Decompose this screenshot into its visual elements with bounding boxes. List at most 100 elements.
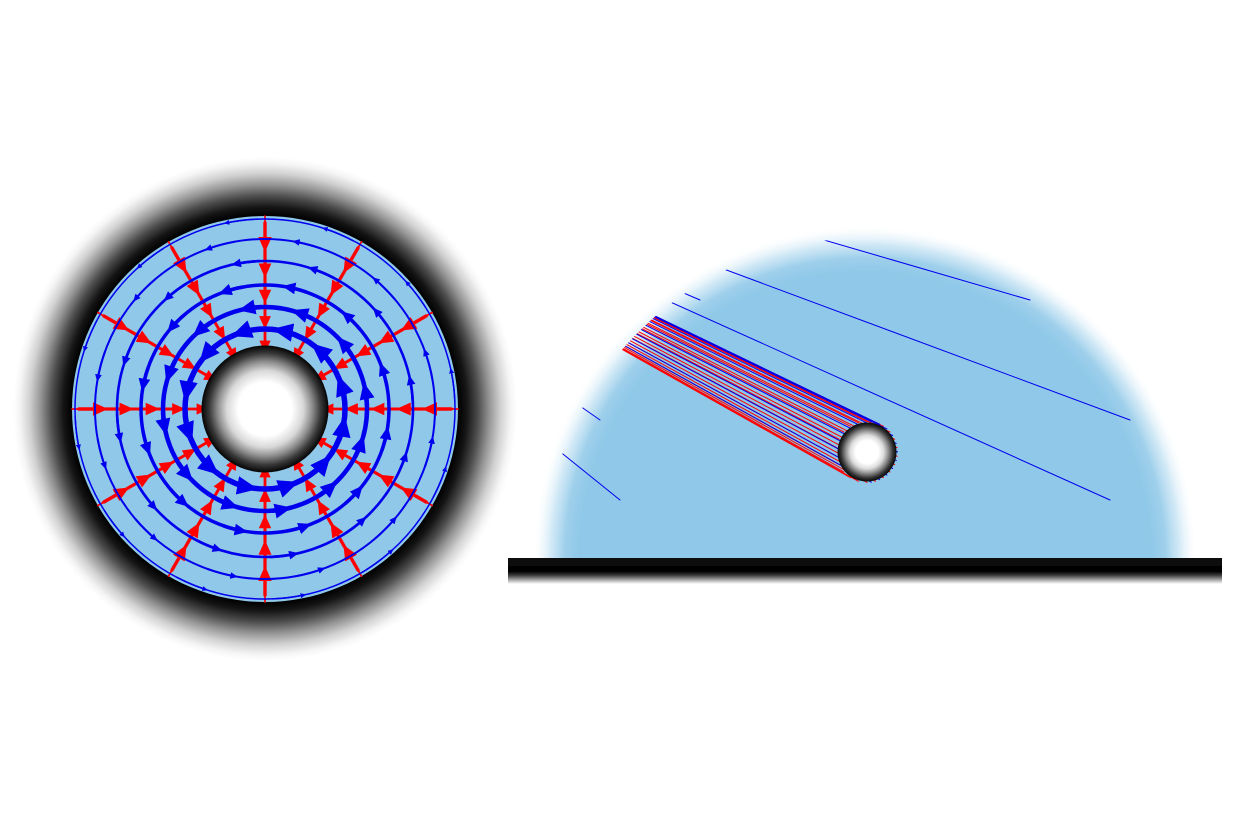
equipotential-arrow xyxy=(276,480,299,498)
equipotential-arrow xyxy=(406,375,416,404)
equipotential-arrow xyxy=(176,576,208,591)
equipotential-arrow xyxy=(372,307,392,331)
equipotential-arrow xyxy=(332,416,351,439)
equipotential-arrow xyxy=(138,366,151,392)
field-arrow-segment xyxy=(170,544,187,572)
equipotential-arrow xyxy=(223,218,258,225)
field-arrow-segment xyxy=(170,246,187,274)
field-arrow-segment xyxy=(147,340,174,357)
equipotential-arrow xyxy=(164,360,179,383)
equipotential-arrow xyxy=(122,339,136,367)
equipotential-arrow xyxy=(235,476,258,495)
equipotential-arrow xyxy=(103,509,125,538)
equipotential-arrow xyxy=(272,323,295,342)
equipotential-arrow xyxy=(196,454,219,475)
field-arrow-segment xyxy=(400,487,428,504)
field-arrow-segment xyxy=(356,461,383,478)
field-line xyxy=(545,238,896,466)
equipotential-arrow xyxy=(295,567,326,578)
equipotential-arrow xyxy=(336,375,354,398)
equipotential-arrow xyxy=(169,487,189,507)
equipotential-arrow xyxy=(322,227,354,242)
equipotential-line xyxy=(545,238,881,425)
field-line xyxy=(545,238,840,440)
equipotential-arrow xyxy=(424,436,435,467)
equipotential-arrow xyxy=(218,283,244,295)
equipotential-arrow xyxy=(351,435,366,458)
equipotential-arrow xyxy=(359,382,375,406)
equipotential-arrow xyxy=(139,430,151,456)
field-arrow-segment xyxy=(343,246,360,274)
field-line xyxy=(545,238,898,449)
field-line xyxy=(545,238,891,473)
field-arrow-segment xyxy=(317,500,334,527)
equipotential-arrow xyxy=(372,277,396,300)
field-line xyxy=(545,238,868,483)
field-arrow-segment xyxy=(317,291,334,318)
field-arrow-segment xyxy=(196,291,213,318)
equipotential-circle xyxy=(182,326,348,492)
equipotential-arrow xyxy=(207,568,238,579)
equipotential-line xyxy=(545,238,894,437)
equipotential-circle xyxy=(160,304,370,514)
field-arrow-segment xyxy=(400,314,428,331)
equipotential-arrow xyxy=(405,280,427,309)
equipotential-circle xyxy=(74,218,456,600)
equipotential-arrow xyxy=(449,367,456,402)
equipotential-line xyxy=(545,238,888,430)
equipotential-arrow xyxy=(134,518,158,541)
field-line xyxy=(545,238,877,482)
equipotential-arrow xyxy=(341,311,361,331)
equipotential-arrow xyxy=(136,247,165,269)
equipotential-arrow xyxy=(114,414,124,443)
equipotential-circle xyxy=(115,259,415,559)
equipotential-arrow xyxy=(195,538,223,552)
left-equipotentials xyxy=(74,218,456,600)
field-line xyxy=(545,238,852,479)
field-arrow-segment xyxy=(102,487,130,504)
equipotential-arrow xyxy=(318,481,338,499)
equipotential-arrow xyxy=(155,412,171,436)
equipotential-arrow xyxy=(432,466,447,498)
equipotential-arrow xyxy=(199,340,220,363)
field-line xyxy=(545,238,898,457)
equipotential-arrow xyxy=(231,258,260,268)
field-line xyxy=(545,238,896,440)
equipotential-arrow xyxy=(374,516,397,540)
field-line xyxy=(545,238,868,422)
equipotential-arrow xyxy=(179,379,198,402)
field-arrow-segment xyxy=(343,544,360,572)
field-line xyxy=(545,238,891,433)
equipotential-arrow xyxy=(268,503,292,519)
equipotential-arrow xyxy=(163,282,187,302)
field-arrow-segment xyxy=(196,500,213,527)
equipotential-arrow xyxy=(74,416,81,451)
left-sphere-core xyxy=(201,345,329,473)
field-line xyxy=(545,238,845,433)
equipotential-arrow xyxy=(292,239,323,250)
equipotential-arrow xyxy=(282,282,308,295)
equipotential-arrow xyxy=(83,320,98,352)
equipotential-arrow xyxy=(272,593,307,600)
equipotential-arrow xyxy=(286,523,312,535)
field-line xyxy=(545,238,859,482)
field-line xyxy=(545,238,845,473)
equipotential-arrow xyxy=(231,320,254,338)
field-arrow-segment xyxy=(356,340,383,357)
equipotential-arrow xyxy=(222,523,248,536)
equipotential-arrow xyxy=(204,240,235,251)
equipotential-arrow xyxy=(379,426,392,452)
equipotential-arrow xyxy=(310,455,331,478)
equipotential-arrow xyxy=(167,313,187,333)
equipotential-arrow xyxy=(379,362,391,388)
right-dome-medium xyxy=(533,226,1197,558)
field-line xyxy=(545,238,884,479)
equipotential-arrow xyxy=(133,278,156,302)
equipotential-arrow xyxy=(343,516,367,536)
equipotential-arrow xyxy=(337,336,355,356)
field-arrow-segment xyxy=(102,314,130,331)
equipotential-arrow xyxy=(96,439,107,470)
equipotential-arrow xyxy=(270,550,299,560)
